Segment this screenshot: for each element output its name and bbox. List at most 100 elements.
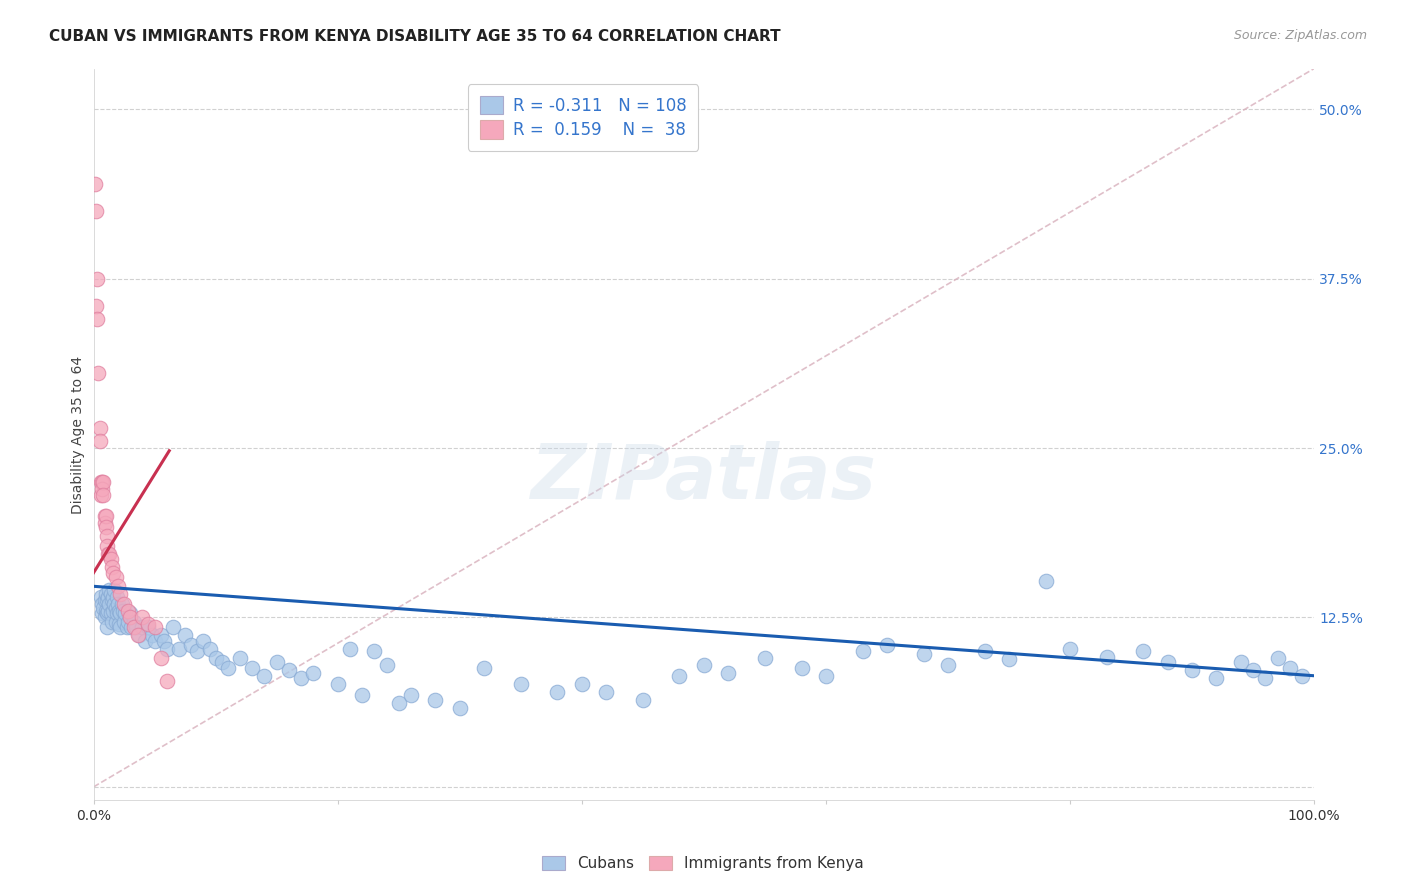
Point [93, 516, 115, 530]
Point [101, 560, 124, 574]
Point [91, 601, 114, 615]
Point [472, 660, 495, 674]
Point [122, 615, 145, 629]
Point [1156, 655, 1178, 669]
Point [93, 592, 115, 607]
Point [97, 604, 120, 618]
Point [115, 620, 138, 634]
Point [91, 607, 114, 621]
Point [98, 583, 121, 598]
Point [90, 488, 112, 502]
Point [790, 660, 813, 674]
Point [114, 607, 136, 621]
Point [1095, 649, 1118, 664]
Point [193, 633, 215, 648]
Point [149, 628, 172, 642]
Point [814, 669, 837, 683]
Point [97, 590, 120, 604]
Point [1267, 651, 1289, 665]
Point [100, 587, 122, 601]
Point [229, 651, 252, 665]
Point [363, 644, 385, 658]
Point [141, 628, 163, 642]
Point [110, 607, 132, 621]
Point [103, 597, 125, 611]
Point [266, 655, 288, 669]
Point [143, 633, 166, 648]
Point [91, 482, 114, 496]
Point [122, 620, 145, 634]
Point [1059, 641, 1081, 656]
Point [156, 641, 179, 656]
Point [167, 641, 190, 656]
Point [111, 604, 134, 618]
Point [912, 647, 935, 661]
Point [149, 651, 172, 665]
Point [101, 615, 124, 629]
Point [143, 620, 166, 634]
Point [595, 685, 617, 699]
Point [693, 657, 716, 672]
Point [91, 475, 114, 489]
Point [973, 644, 995, 658]
Point [134, 633, 156, 648]
Point [90, 475, 112, 489]
Point [108, 604, 131, 618]
Point [1278, 660, 1301, 674]
Point [851, 644, 873, 658]
Point [174, 628, 197, 642]
Point [131, 620, 153, 634]
Y-axis label: Disability Age 35 to 64: Disability Age 35 to 64 [72, 355, 86, 514]
Point [127, 628, 149, 642]
Text: CUBAN VS IMMIGRANTS FROM KENYA DISABILITY AGE 35 TO 64 CORRELATION CHART: CUBAN VS IMMIGRANTS FROM KENYA DISABILIT… [49, 29, 780, 44]
Point [117, 604, 139, 618]
Point [93, 610, 115, 624]
Point [86, 312, 108, 326]
Point [96, 529, 118, 543]
Point [1205, 672, 1227, 686]
Point [103, 583, 125, 598]
Point [101, 592, 124, 607]
Point [375, 657, 398, 672]
Point [998, 652, 1021, 666]
Point [326, 677, 349, 691]
Point [111, 597, 134, 611]
Point [1241, 663, 1264, 677]
Point [107, 597, 129, 611]
Point [198, 641, 221, 656]
Point [86, 271, 108, 285]
Point [1181, 663, 1204, 677]
Point [240, 660, 263, 674]
Point [93, 508, 115, 523]
Point [89, 434, 111, 449]
Point [112, 597, 135, 611]
Point [94, 604, 117, 618]
Point [120, 610, 142, 624]
Point [87, 367, 110, 381]
Point [84, 203, 107, 218]
Point [94, 519, 117, 533]
Point [153, 633, 176, 648]
Point [108, 617, 131, 632]
Point [96, 620, 118, 634]
Point [96, 539, 118, 553]
Point [1035, 574, 1057, 588]
Legend: R = -0.311   N = 108, R =  0.159    N =  38: R = -0.311 N = 108, R = 0.159 N = 38 [468, 84, 699, 151]
Point [128, 628, 150, 642]
Point [211, 655, 233, 669]
Point [104, 570, 127, 584]
Point [509, 677, 531, 691]
Point [1230, 655, 1253, 669]
Point [117, 615, 139, 629]
Point [138, 617, 160, 632]
Point [302, 666, 325, 681]
Point [186, 644, 208, 658]
Point [156, 674, 179, 689]
Point [290, 672, 312, 686]
Legend: Cubans, Immigrants from Kenya: Cubans, Immigrants from Kenya [536, 849, 870, 877]
Point [352, 688, 374, 702]
Point [98, 547, 121, 561]
Point [876, 638, 898, 652]
Point [101, 566, 124, 580]
Point [105, 607, 128, 621]
